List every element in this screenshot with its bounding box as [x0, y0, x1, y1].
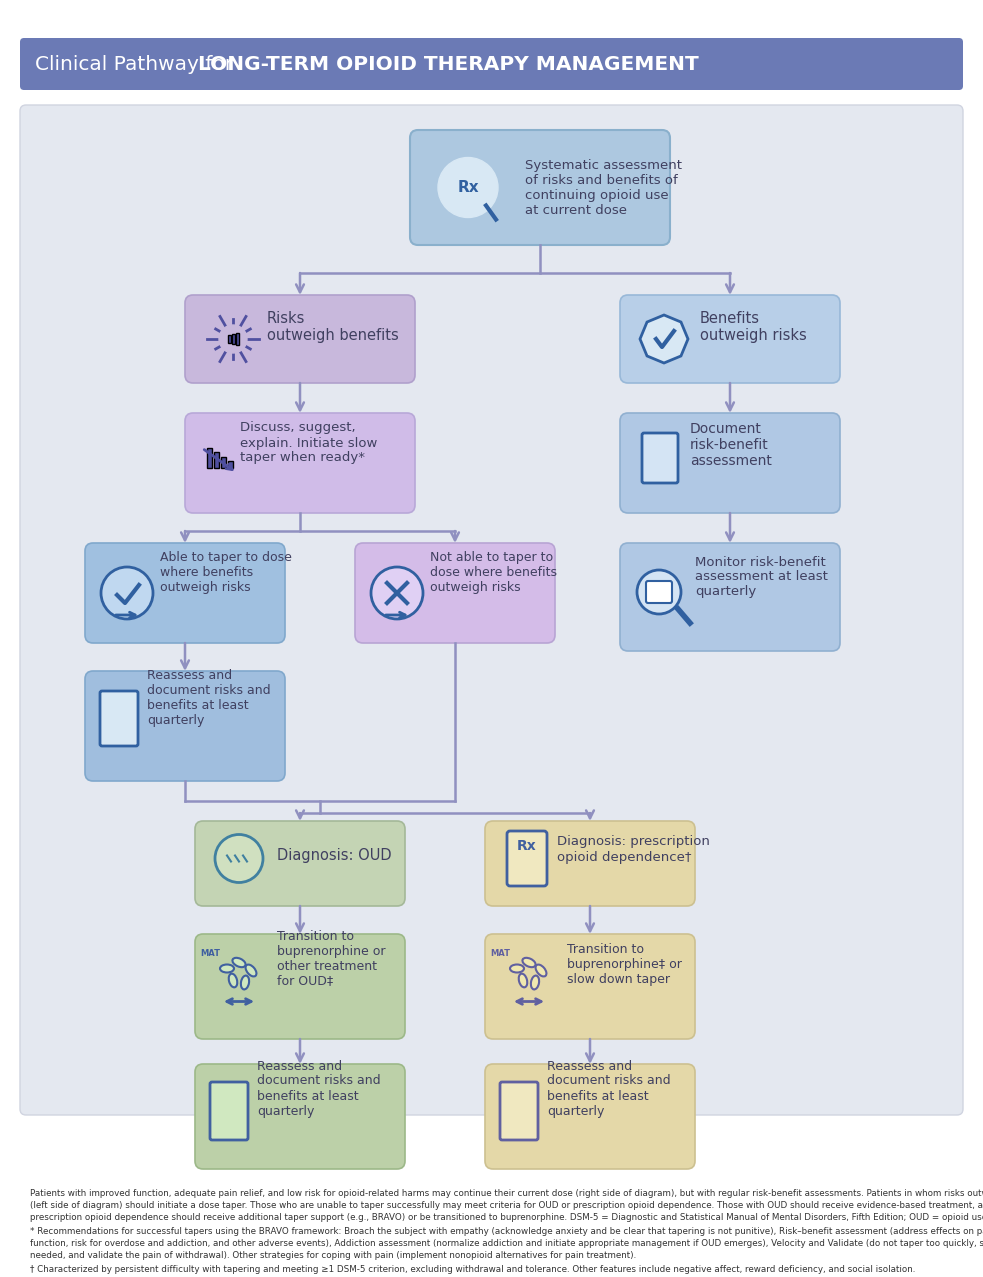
Text: Transition to
buprenorphine or
other treatment
for OUD‡: Transition to buprenorphine or other tre…: [277, 930, 385, 987]
FancyBboxPatch shape: [485, 933, 695, 1039]
Ellipse shape: [246, 964, 257, 977]
Text: MAT: MAT: [200, 949, 220, 958]
Circle shape: [101, 567, 153, 619]
Text: † Characterized by persistent difficulty with tapering and meeting ≥1 DSM-5 crit: † Characterized by persistent difficulty…: [30, 1266, 915, 1274]
FancyBboxPatch shape: [195, 1064, 405, 1168]
Text: Benefits
outweigh risks: Benefits outweigh risks: [700, 310, 807, 344]
Ellipse shape: [220, 964, 234, 973]
Text: Reassess and
document risks and
benefits at least
quarterly: Reassess and document risks and benefits…: [257, 1060, 380, 1117]
FancyBboxPatch shape: [214, 452, 219, 467]
Circle shape: [438, 157, 498, 217]
Ellipse shape: [522, 958, 536, 967]
FancyBboxPatch shape: [210, 1082, 248, 1140]
Ellipse shape: [232, 958, 246, 967]
FancyBboxPatch shape: [507, 831, 547, 886]
FancyBboxPatch shape: [500, 1082, 538, 1140]
Text: Diagnosis: OUD: Diagnosis: OUD: [277, 848, 391, 863]
Text: Risks
outweigh benefits: Risks outweigh benefits: [267, 310, 399, 344]
Text: Clinical Pathway for: Clinical Pathway for: [35, 55, 246, 74]
FancyBboxPatch shape: [100, 691, 138, 746]
Text: Document
risk-benefit
assessment: Document risk-benefit assessment: [690, 421, 772, 469]
FancyBboxPatch shape: [355, 543, 555, 644]
FancyBboxPatch shape: [85, 543, 285, 644]
Text: Patients with improved function, adequate pain relief, and low risk for opioid-r: Patients with improved function, adequat…: [30, 1189, 983, 1222]
FancyBboxPatch shape: [646, 581, 672, 603]
Ellipse shape: [241, 976, 249, 990]
Text: Reassess and
document risks and
benefits at least
quarterly: Reassess and document risks and benefits…: [147, 669, 270, 727]
FancyBboxPatch shape: [20, 105, 963, 1115]
Text: Reassess and
document risks and
benefits at least
quarterly: Reassess and document risks and benefits…: [547, 1060, 670, 1117]
Circle shape: [637, 570, 681, 614]
Text: * Recommendations for successful tapers using the BRAVO framework: Broach the su: * Recommendations for successful tapers …: [30, 1227, 983, 1259]
Text: LONG-TERM OPIOID THERAPY MANAGEMENT: LONG-TERM OPIOID THERAPY MANAGEMENT: [198, 55, 699, 74]
FancyBboxPatch shape: [620, 295, 840, 383]
FancyBboxPatch shape: [642, 433, 678, 483]
Ellipse shape: [510, 964, 524, 973]
Text: MAT: MAT: [490, 949, 510, 958]
FancyBboxPatch shape: [195, 933, 405, 1039]
Ellipse shape: [229, 973, 237, 987]
Ellipse shape: [519, 973, 527, 987]
Text: Transition to
buprenorphine‡ or
slow down taper: Transition to buprenorphine‡ or slow dow…: [567, 942, 682, 986]
FancyBboxPatch shape: [185, 412, 415, 513]
FancyBboxPatch shape: [232, 335, 235, 344]
FancyBboxPatch shape: [620, 412, 840, 513]
Circle shape: [215, 834, 263, 882]
FancyBboxPatch shape: [207, 448, 212, 467]
Ellipse shape: [531, 976, 539, 990]
Circle shape: [371, 567, 423, 619]
Circle shape: [219, 326, 247, 352]
Text: Systematic assessment
of risks and benefits of
continuing opioid use
at current : Systematic assessment of risks and benef…: [525, 160, 682, 217]
Text: Not able to taper to
dose where benefits
outweigh risks: Not able to taper to dose where benefits…: [430, 552, 557, 595]
Text: Rx: Rx: [457, 180, 479, 195]
Text: Diagnosis: prescription
opioid dependence†: Diagnosis: prescription opioid dependenc…: [557, 835, 710, 863]
Text: Monitor risk-benefit
assessment at least
quarterly: Monitor risk-benefit assessment at least…: [695, 555, 828, 599]
FancyBboxPatch shape: [195, 821, 405, 905]
FancyBboxPatch shape: [227, 335, 230, 344]
Text: Able to taper to dose
where benefits
outweigh risks: Able to taper to dose where benefits out…: [160, 552, 292, 595]
FancyBboxPatch shape: [221, 457, 226, 467]
FancyBboxPatch shape: [410, 130, 670, 245]
FancyBboxPatch shape: [485, 821, 695, 905]
Ellipse shape: [536, 964, 547, 977]
FancyBboxPatch shape: [236, 333, 239, 345]
FancyBboxPatch shape: [620, 543, 840, 651]
FancyBboxPatch shape: [85, 670, 285, 782]
Text: Rx: Rx: [517, 839, 537, 853]
FancyBboxPatch shape: [185, 295, 415, 383]
Polygon shape: [640, 315, 688, 363]
FancyBboxPatch shape: [485, 1064, 695, 1168]
FancyBboxPatch shape: [228, 461, 233, 467]
FancyBboxPatch shape: [20, 38, 963, 89]
Text: Discuss, suggest,
explain. Initiate slow
taper when ready*: Discuss, suggest, explain. Initiate slow…: [240, 421, 377, 465]
